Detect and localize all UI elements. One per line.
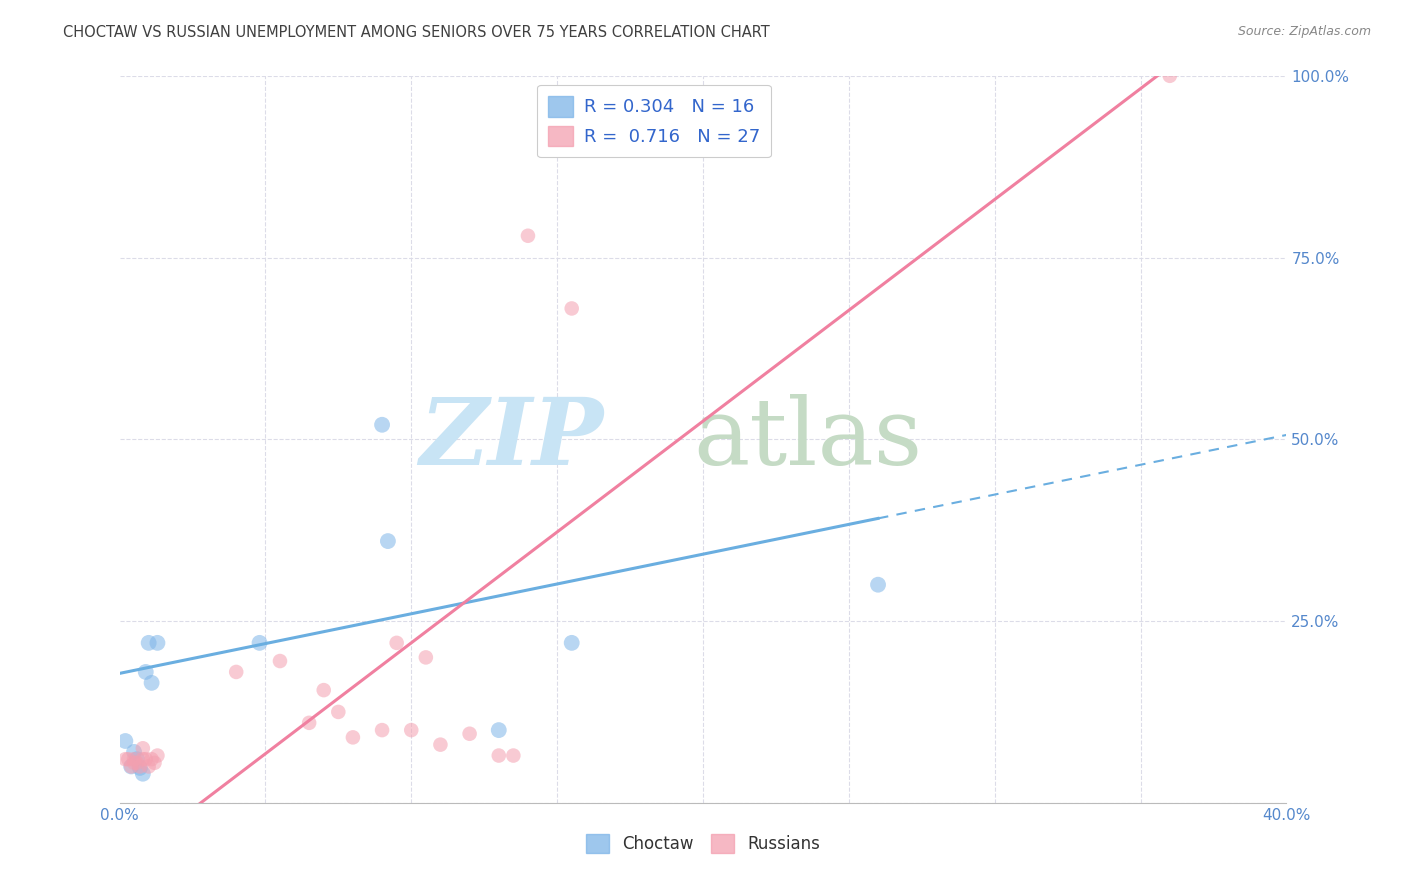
Point bbox=[342, 731, 364, 745]
Point bbox=[561, 636, 583, 650]
Text: CHOCTAW VS RUSSIAN UNEMPLOYMENT AMONG SENIORS OVER 75 YEARS CORRELATION CHART: CHOCTAW VS RUSSIAN UNEMPLOYMENT AMONG SE… bbox=[63, 25, 770, 40]
Point bbox=[129, 759, 152, 773]
Point bbox=[298, 715, 321, 730]
Point bbox=[146, 636, 169, 650]
Point bbox=[488, 723, 510, 737]
Point bbox=[575, 105, 598, 120]
Point bbox=[312, 683, 335, 698]
Point bbox=[429, 738, 451, 752]
Point bbox=[125, 752, 148, 766]
Point bbox=[517, 228, 540, 243]
Point bbox=[138, 759, 160, 773]
Point bbox=[122, 756, 145, 770]
Point bbox=[225, 665, 247, 679]
Point bbox=[371, 723, 394, 737]
Text: ZIP: ZIP bbox=[419, 394, 603, 484]
Point bbox=[401, 723, 423, 737]
Point bbox=[132, 766, 155, 780]
Point bbox=[249, 636, 271, 650]
Point bbox=[143, 756, 166, 770]
Point bbox=[114, 752, 136, 766]
Point bbox=[122, 745, 145, 759]
Point bbox=[415, 650, 437, 665]
Point bbox=[866, 578, 890, 592]
Point bbox=[328, 705, 350, 719]
Text: atlas: atlas bbox=[693, 394, 922, 484]
Point bbox=[269, 654, 291, 668]
Point bbox=[132, 752, 155, 766]
Point bbox=[120, 759, 142, 773]
Point bbox=[458, 727, 481, 741]
Point bbox=[488, 748, 510, 763]
Point bbox=[138, 636, 160, 650]
Point bbox=[385, 636, 408, 650]
Point bbox=[125, 756, 148, 770]
Point bbox=[135, 665, 157, 679]
Point bbox=[377, 534, 399, 549]
Point bbox=[561, 301, 583, 316]
Point bbox=[141, 752, 163, 766]
Point bbox=[146, 748, 169, 763]
Point bbox=[120, 759, 142, 773]
Text: Source: ZipAtlas.com: Source: ZipAtlas.com bbox=[1237, 25, 1371, 38]
Point bbox=[114, 734, 136, 748]
Point bbox=[1159, 69, 1181, 83]
Point bbox=[129, 761, 152, 775]
Point bbox=[117, 752, 139, 766]
Point bbox=[371, 417, 394, 432]
Point bbox=[141, 676, 163, 690]
Point bbox=[502, 748, 524, 763]
Point bbox=[132, 741, 155, 756]
Legend: Choctaw, Russians: Choctaw, Russians bbox=[579, 827, 827, 860]
Point bbox=[135, 752, 157, 766]
Point bbox=[122, 752, 145, 766]
